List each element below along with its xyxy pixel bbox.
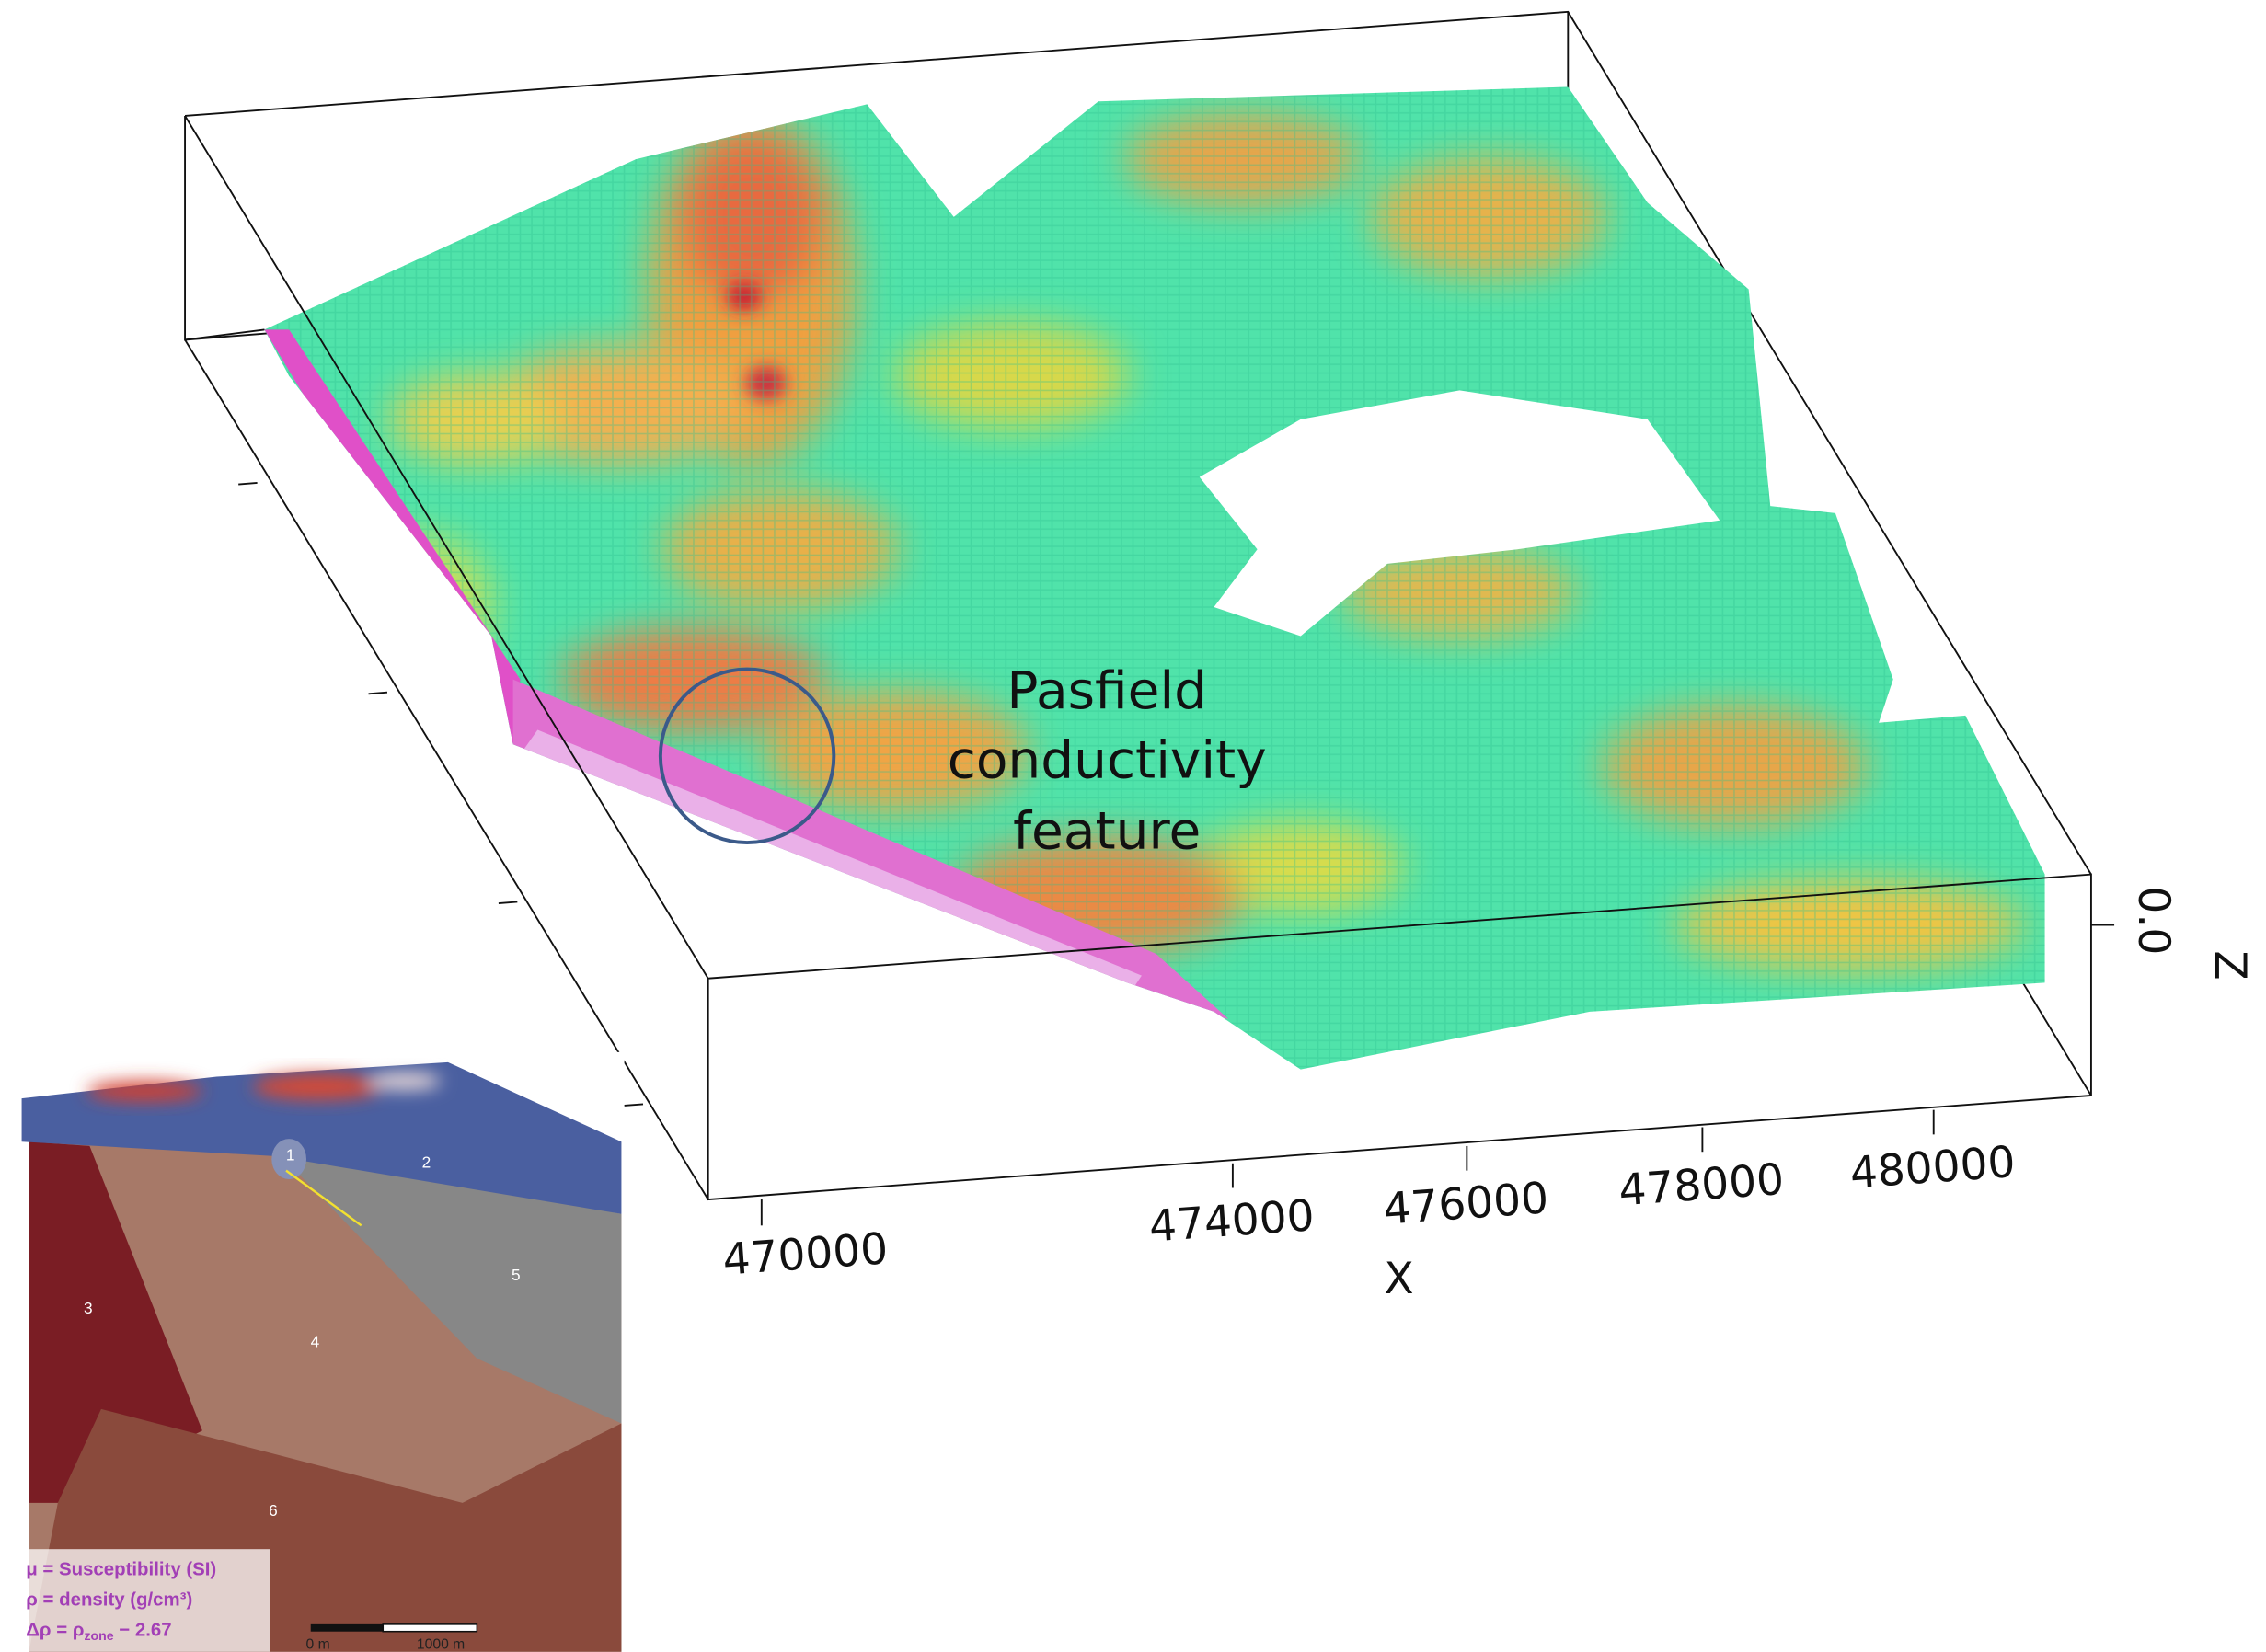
annotation-line: feature <box>1013 801 1201 861</box>
tick <box>624 1103 644 1107</box>
inset: 1 2 3 4 5 6 μ = Susceptibility (SI) ρ = … <box>0 1051 625 1652</box>
annotation-line: conductivity <box>948 730 1267 790</box>
x-axis: 470000 474000 476000 478000 480000 X 0.0… <box>721 886 2255 1304</box>
zone-label: 6 <box>269 1501 278 1520</box>
zone-label: 2 <box>422 1153 431 1171</box>
x-axis-label: X <box>1384 1254 1413 1304</box>
z-tick-label: 0.0 <box>2128 886 2179 955</box>
highlight-circle <box>658 667 836 845</box>
surface-anomalies <box>86 1072 442 1102</box>
legend-text: Δρ = ρ <box>26 1620 84 1640</box>
zone-label: 3 <box>84 1299 93 1317</box>
x-tick-label: 480000 <box>1848 1137 2017 1199</box>
x-tick-label: 476000 <box>1382 1173 1550 1234</box>
x-tick-label: 478000 <box>1617 1154 1786 1216</box>
legend-text: ρ = density (g/cm³) <box>26 1589 192 1610</box>
z-axis-label: Z <box>2204 950 2255 980</box>
zone-label: 1 <box>286 1146 295 1164</box>
scale-label: 0 m <box>305 1637 329 1652</box>
zone-label: 4 <box>311 1332 320 1350</box>
tick <box>368 691 388 695</box>
legend-bg <box>17 1549 270 1652</box>
scale-bar <box>310 1623 384 1632</box>
zone-label: 5 <box>512 1266 521 1284</box>
annotation: Pasfield conductivity feature <box>948 661 1267 861</box>
scale-bar <box>382 1623 478 1633</box>
annotation-line: Pasfield <box>1006 661 1207 721</box>
zone-3 <box>29 1141 202 1503</box>
zone-1 <box>271 1139 307 1180</box>
conductivity-model <box>264 86 2045 1070</box>
x-tick-label: 470000 <box>721 1223 890 1285</box>
tick <box>498 901 518 904</box>
scale-label: 1000 m <box>417 1637 465 1652</box>
x-tick-label: 474000 <box>1147 1190 1316 1252</box>
legend-text: μ = Susceptibility (SI) <box>26 1559 216 1579</box>
legend-text: − 2.67 <box>114 1620 172 1640</box>
hole <box>1199 390 1720 637</box>
tick <box>238 481 258 486</box>
zone-2 <box>21 1061 622 1214</box>
drillhole <box>285 1169 362 1227</box>
box-edge <box>184 115 2092 1201</box>
legend-text: zone <box>84 1628 113 1643</box>
box-edge <box>184 328 265 341</box>
side-face <box>512 679 1229 1019</box>
zone-5 <box>274 1149 622 1424</box>
voxel-grid <box>264 86 2045 1070</box>
legend-text: Δρ = ρzone − 2.67 <box>26 1620 171 1643</box>
